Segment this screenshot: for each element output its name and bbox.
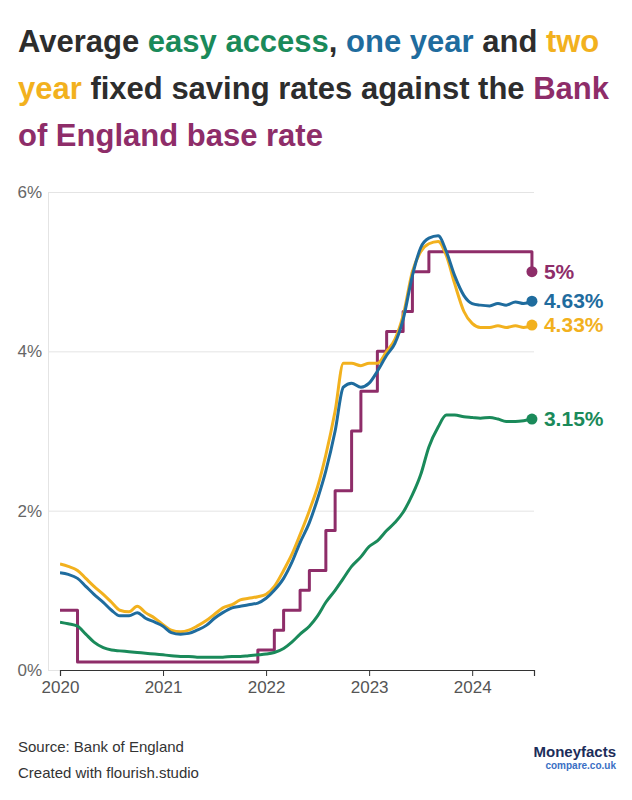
title-text: Average: [18, 24, 148, 59]
x-axis: 2020 2021 2022 2023 2024: [42, 670, 535, 697]
x-tick: 2020: [42, 670, 80, 697]
end-point: [526, 266, 537, 277]
x-tick-label: 2022: [248, 678, 286, 697]
end-point: [526, 414, 537, 425]
y-tick: 2%: [17, 502, 534, 521]
data-label: 4.63%: [544, 289, 604, 312]
series-line: [60, 415, 532, 657]
logo: Moneyfacts: [533, 743, 616, 760]
x-tick: 2022: [248, 670, 286, 697]
title-text: fixed saving rates against the: [82, 71, 533, 106]
title-series-name: two: [546, 24, 599, 59]
y-tick-label: 4%: [17, 342, 42, 361]
end-point: [526, 320, 537, 331]
series-lines: [60, 236, 532, 662]
x-tick-label: 2024: [454, 678, 492, 697]
x-tick-mark: [266, 670, 267, 676]
x-tick: 2024: [454, 670, 492, 697]
title-series-name: easy access: [148, 24, 329, 59]
end-point: [526, 296, 537, 307]
grid-line: [48, 511, 534, 512]
title-series-name: Bank: [533, 71, 610, 106]
chart-svg: Average easy access, one year and two yea…: [0, 0, 632, 800]
y-axis-line: [49, 193, 535, 671]
data-label: 5%: [544, 260, 575, 283]
data-labels: 5% 4.63%4.33% 3.15%: [544, 260, 604, 430]
source: Source: Bank of England: [18, 738, 184, 755]
chart-title: Average easy access, one year and two yea…: [18, 24, 610, 153]
credit: Created with flourish.studio: [18, 764, 199, 781]
end-points: [526, 266, 537, 424]
x-tick-mark: [60, 670, 61, 676]
logo-subtext: compare.co.uk: [545, 760, 616, 771]
x-tick: 2023: [351, 670, 389, 697]
x-tick-mark: [472, 670, 473, 676]
series-line: [60, 236, 532, 634]
series-line: [60, 252, 532, 662]
chart-container: Average easy access, one year and two yea…: [0, 0, 632, 800]
y-axis: 0% 2% 4% 6%: [17, 183, 534, 680]
grid-line: [48, 351, 534, 352]
x-tick-label: 2021: [145, 678, 183, 697]
title-text: and: [474, 24, 546, 59]
y-tick-label: 6%: [17, 183, 42, 202]
data-label: 3.15%: [544, 407, 604, 430]
x-tick: 2021: [145, 670, 183, 697]
data-label: 4.33%: [544, 313, 604, 336]
x-tick-mark: [369, 670, 370, 676]
title-series-name: one year: [346, 24, 474, 59]
y-tick-label: 2%: [17, 502, 42, 521]
title-text: ,: [329, 24, 346, 59]
y-tick: 4%: [17, 342, 534, 361]
x-tick-mark: [163, 670, 164, 676]
x-tick-label: 2023: [351, 678, 389, 697]
title-series-name: of England base rate: [18, 118, 323, 153]
title-series-name: year: [18, 71, 82, 106]
x-axis-line: [61, 671, 535, 677]
series-line: [60, 241, 532, 631]
grid-line: [48, 192, 534, 193]
y-tick-label: 0%: [17, 661, 42, 680]
x-tick-label: 2020: [42, 678, 80, 697]
y-tick: 6%: [17, 183, 534, 202]
